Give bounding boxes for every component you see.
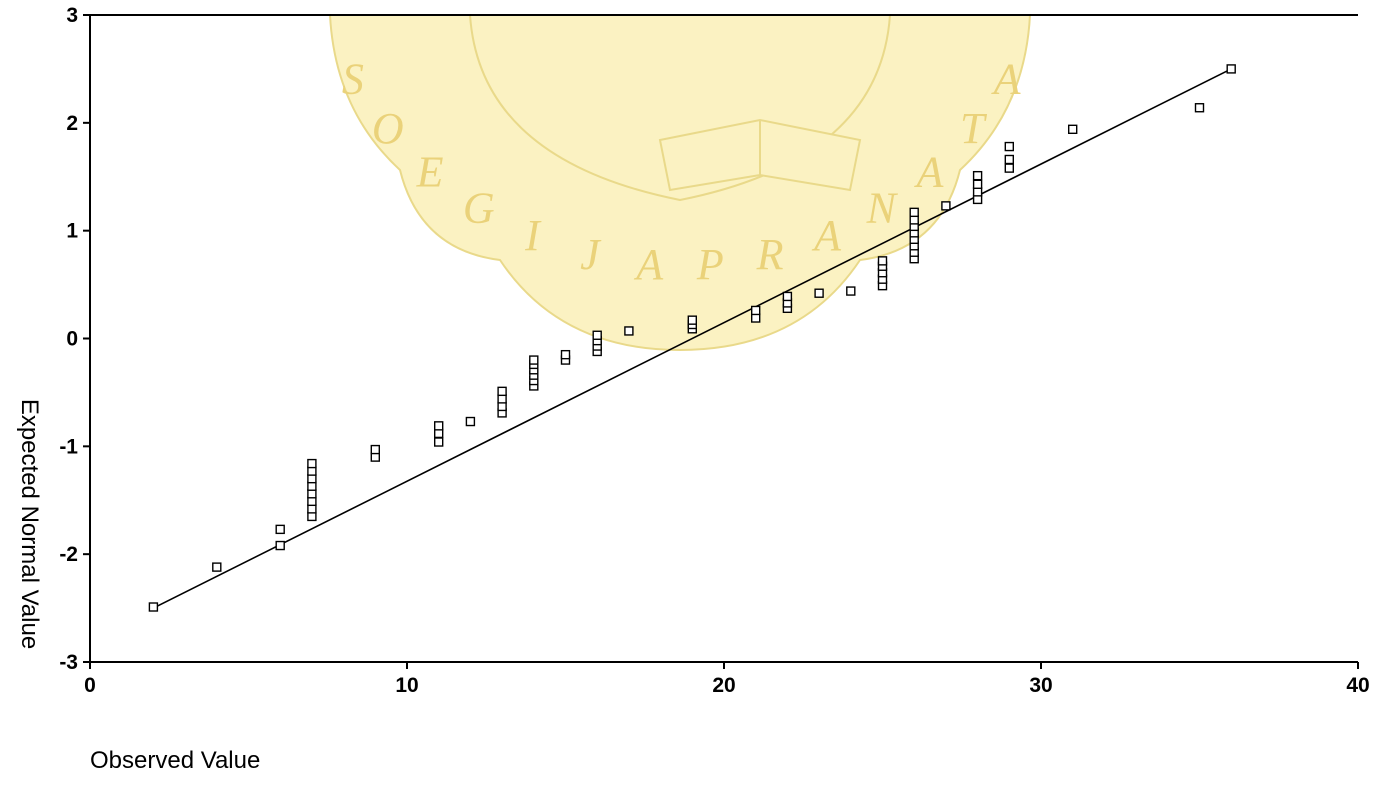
watermark-letter: E [416, 147, 444, 196]
data-point [434, 428, 444, 439]
data-point [909, 207, 919, 218]
data-point [465, 416, 476, 427]
data-point [307, 504, 317, 514]
data-point [1004, 163, 1014, 173]
data-point [972, 187, 983, 197]
reference-line-layer [153, 68, 1232, 609]
data-point [434, 437, 444, 447]
data-point [307, 511, 317, 522]
y-axis-title: Expected Normal Value [16, 399, 43, 649]
data-point [370, 444, 380, 455]
data-point [307, 458, 317, 469]
data-point [434, 421, 444, 431]
x-tick-label: 10 [395, 674, 418, 697]
watermark-letter: A [633, 240, 664, 289]
data-point [275, 524, 285, 535]
data-point [307, 489, 317, 499]
y-tick-label: -2 [59, 543, 78, 566]
data-point [307, 496, 317, 507]
data-point [307, 466, 317, 476]
watermark-letter: O [372, 104, 404, 153]
data-point [751, 305, 761, 316]
data-point [941, 201, 951, 211]
data-point [497, 394, 507, 404]
watermark-letter: J [580, 230, 602, 279]
data-point [307, 481, 317, 491]
data-point [1067, 124, 1078, 135]
watermark-letter: A [811, 211, 842, 260]
data-point [529, 355, 539, 365]
x-axis-title: Observed Value [90, 747, 260, 774]
x-tick-label: 0 [84, 674, 96, 697]
watermark-letter: P [696, 240, 724, 289]
data-point [782, 291, 793, 302]
watermark-letter: G [463, 183, 495, 232]
data-point [624, 326, 634, 336]
x-tick-label: 40 [1346, 674, 1369, 697]
data-point [1194, 103, 1205, 113]
watermark-letter: S [342, 54, 364, 103]
y-tick-label: 2 [66, 112, 78, 135]
watermark-letter: N [866, 183, 899, 232]
data-point [846, 286, 856, 296]
data-point [497, 401, 507, 412]
data-point [972, 194, 983, 205]
watermark-letter: A [991, 54, 1022, 103]
y-tick-label: -1 [59, 435, 78, 458]
data-point [275, 540, 285, 551]
data-point [148, 602, 159, 612]
watermark-letter: R [756, 230, 784, 279]
data-point [909, 215, 919, 225]
data-points-layer [148, 64, 1236, 612]
data-point [212, 562, 222, 572]
x-tick-label: 20 [712, 674, 735, 697]
data-point [560, 349, 571, 360]
data-point [307, 473, 317, 484]
y-tick-label: 0 [66, 328, 78, 351]
watermark-letter: I [524, 211, 542, 260]
y-tick-label: -3 [59, 651, 78, 674]
book-icon [658, 118, 862, 192]
y-tick-label: 1 [66, 220, 78, 243]
y-tick-label: 3 [66, 4, 78, 27]
watermark-letter: T [960, 104, 988, 153]
watermark-letter: A [913, 147, 944, 196]
data-point [687, 315, 697, 325]
normal-reference-line [153, 68, 1232, 609]
axes-layer: 0 10 20 30 40 -3 -2 -1 0 1 2 3 [59, 4, 1369, 697]
x-tick-label: 30 [1029, 674, 1052, 697]
data-point [370, 452, 380, 462]
data-point [497, 386, 507, 397]
data-point [972, 170, 983, 181]
data-point [1004, 154, 1014, 165]
data-point [877, 256, 888, 266]
data-point [1226, 64, 1236, 74]
data-point [814, 288, 824, 298]
data-point [592, 330, 602, 340]
data-point [751, 313, 761, 323]
data-point [1004, 141, 1014, 152]
data-point [972, 179, 983, 189]
